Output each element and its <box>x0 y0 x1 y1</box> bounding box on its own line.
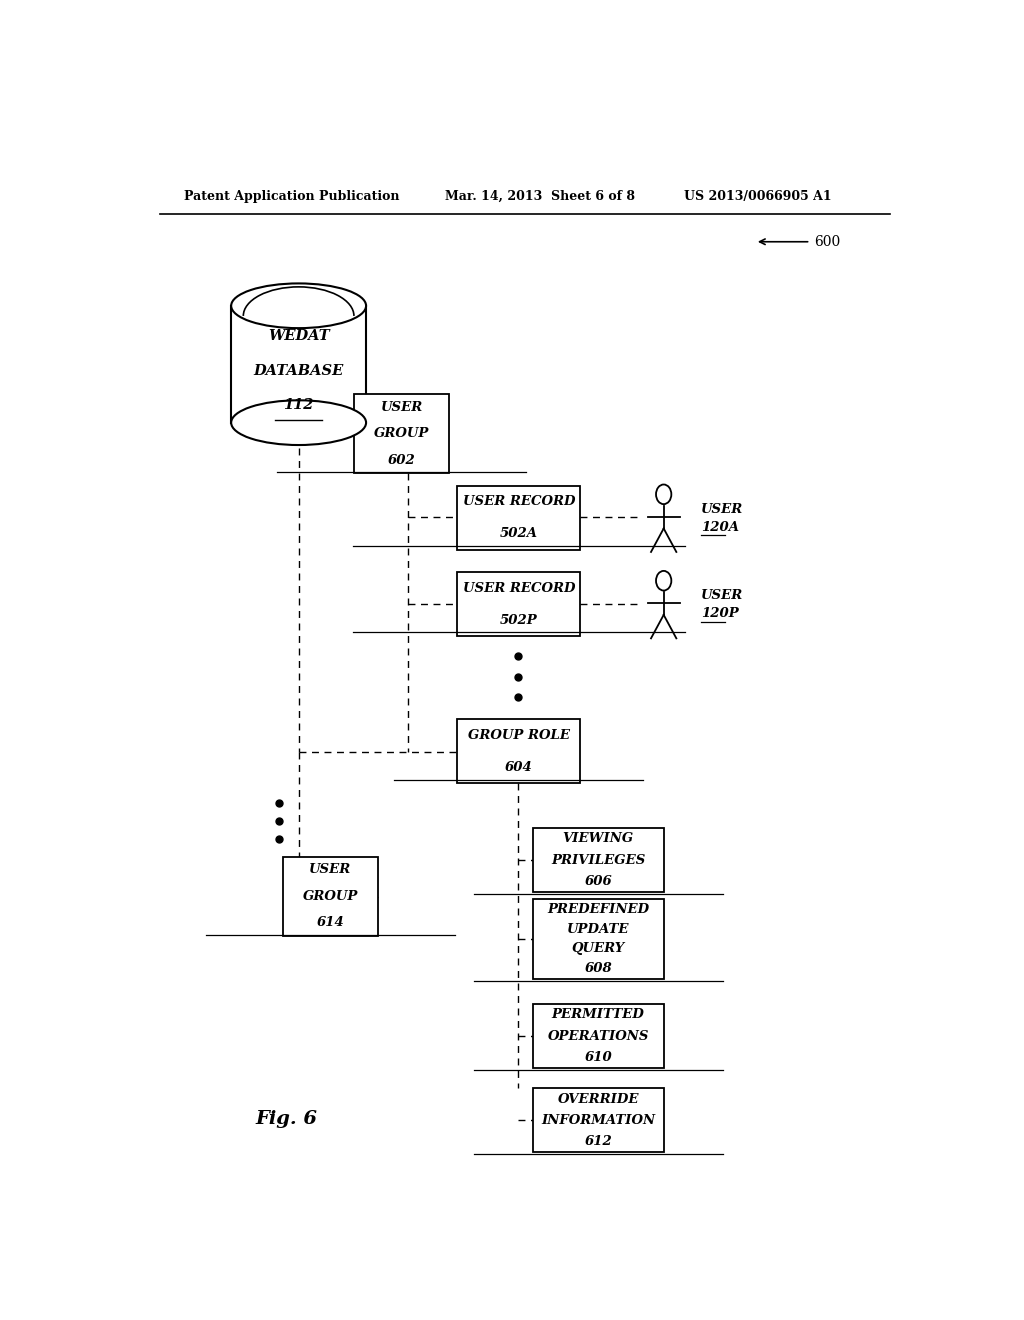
Text: QUERY: QUERY <box>571 942 625 956</box>
Text: 606: 606 <box>585 875 612 888</box>
Text: PERMITTED: PERMITTED <box>552 1008 645 1022</box>
Text: WEDAT: WEDAT <box>268 329 330 343</box>
FancyBboxPatch shape <box>532 1089 664 1152</box>
Text: INFORMATION: INFORMATION <box>541 1114 655 1127</box>
Text: GROUP: GROUP <box>374 428 429 441</box>
FancyBboxPatch shape <box>532 828 664 892</box>
Text: 608: 608 <box>585 962 612 975</box>
Text: OPERATIONS: OPERATIONS <box>548 1030 649 1043</box>
FancyBboxPatch shape <box>283 857 378 936</box>
Text: UPDATE: UPDATE <box>567 923 630 936</box>
Text: Mar. 14, 2013  Sheet 6 of 8: Mar. 14, 2013 Sheet 6 of 8 <box>445 190 636 202</box>
Text: DATABASE: DATABASE <box>254 364 344 378</box>
FancyBboxPatch shape <box>532 899 664 978</box>
FancyBboxPatch shape <box>458 719 581 784</box>
Text: 112: 112 <box>284 399 313 412</box>
Text: PRIVILEGES: PRIVILEGES <box>551 854 645 867</box>
Text: 604: 604 <box>505 760 532 774</box>
Text: USER RECORD: USER RECORD <box>463 582 575 594</box>
Ellipse shape <box>231 284 367 329</box>
Text: GROUP ROLE: GROUP ROLE <box>468 729 569 742</box>
Text: OVERRIDE: OVERRIDE <box>557 1093 639 1106</box>
FancyBboxPatch shape <box>458 486 581 549</box>
Text: 614: 614 <box>316 916 344 929</box>
Bar <box>231 306 367 422</box>
Text: 502A: 502A <box>500 527 538 540</box>
FancyBboxPatch shape <box>458 572 581 636</box>
Text: 602: 602 <box>388 454 416 467</box>
Text: US 2013/0066905 A1: US 2013/0066905 A1 <box>684 190 831 202</box>
Text: USER: USER <box>701 589 743 602</box>
Text: Patent Application Publication: Patent Application Publication <box>183 190 399 202</box>
Text: 600: 600 <box>814 235 841 248</box>
FancyBboxPatch shape <box>532 1005 664 1068</box>
Ellipse shape <box>231 400 367 445</box>
Text: 502P: 502P <box>500 614 538 627</box>
Text: Fig. 6: Fig. 6 <box>255 1110 317 1127</box>
Text: PREDEFINED: PREDEFINED <box>547 903 649 916</box>
Text: USER: USER <box>701 503 743 516</box>
Text: VIEWING: VIEWING <box>562 833 634 845</box>
Text: USER: USER <box>381 401 423 414</box>
Text: USER: USER <box>309 863 351 876</box>
Text: USER RECORD: USER RECORD <box>463 495 575 508</box>
Text: 120A: 120A <box>701 521 739 533</box>
Text: 612: 612 <box>585 1135 612 1148</box>
FancyBboxPatch shape <box>354 395 450 474</box>
Text: 610: 610 <box>585 1051 612 1064</box>
Text: 120P: 120P <box>701 607 738 620</box>
Text: GROUP: GROUP <box>303 890 358 903</box>
